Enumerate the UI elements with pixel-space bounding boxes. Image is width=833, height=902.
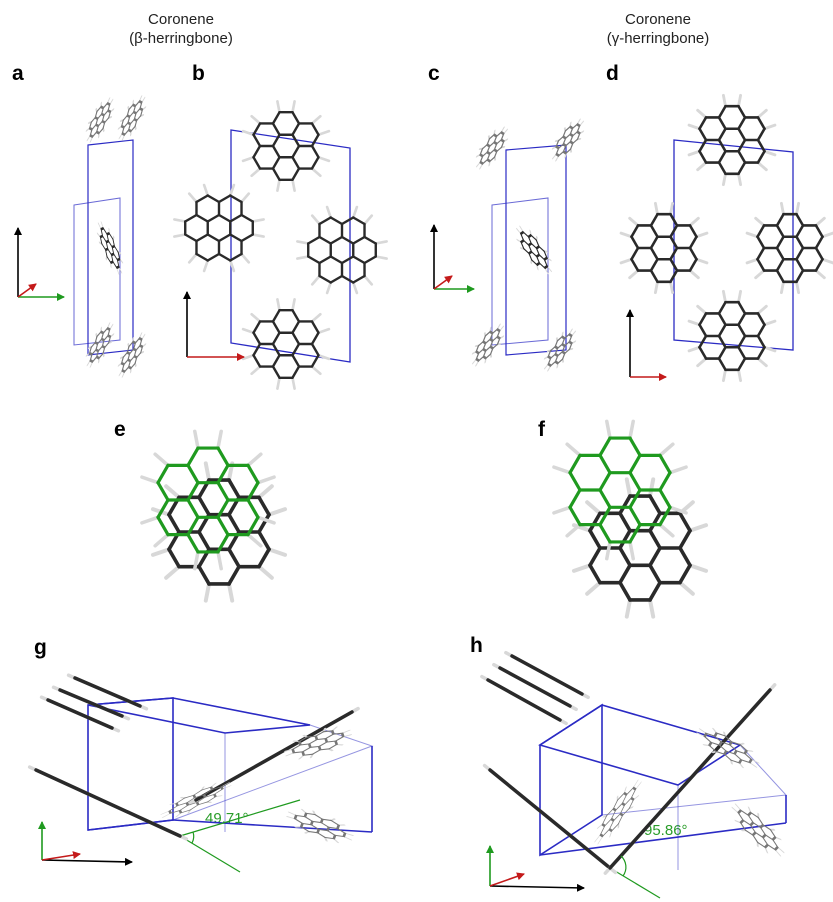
panel-h-cell-left-face bbox=[539, 703, 603, 857]
panel-a-axis-a bbox=[17, 283, 37, 298]
panel-g-angle-ray-1 bbox=[179, 835, 241, 873]
panel-g-stack-molecule-3 bbox=[66, 673, 149, 711]
panel-a-molecule-center bbox=[96, 221, 124, 275]
panel-label-f: f bbox=[538, 418, 545, 441]
panel-b-molecule-top bbox=[241, 100, 331, 192]
title-beta-line2: (β-herringbone) bbox=[129, 30, 233, 47]
panel-f-molecule-lower bbox=[571, 477, 709, 619]
molecule-layer bbox=[27, 93, 833, 875]
title-beta-line1: Coronene bbox=[148, 11, 214, 28]
panel-label-a: a bbox=[12, 62, 24, 85]
panel-g-edge-molecule-left bbox=[27, 765, 189, 841]
panel-g-cell-base bbox=[87, 819, 174, 831]
panel-label-c: c bbox=[428, 62, 440, 85]
panel-b-molecule-bottom bbox=[241, 298, 331, 390]
panel-c-molecule-bottom-right bbox=[543, 328, 577, 372]
panel-f-molecule-upper bbox=[552, 419, 688, 561]
panel-g-edge-molecule-right bbox=[188, 706, 360, 806]
panel-label-h: h bbox=[470, 634, 483, 657]
panel-c-molecule-bottom-left bbox=[471, 323, 505, 367]
panel-d-molecule-right bbox=[745, 201, 833, 295]
panel-d-molecule-left bbox=[619, 201, 709, 295]
panel-h-angle-arc bbox=[620, 855, 627, 877]
panel-c-molecule-top-right bbox=[551, 118, 585, 162]
panel-e-molecule-lower bbox=[150, 461, 288, 603]
panel-g-molecule-far-right bbox=[283, 726, 353, 760]
panel-e-molecule-upper bbox=[140, 429, 276, 571]
panel-g-cell-bottom-edge bbox=[172, 819, 373, 833]
panel-h-molecule-center bbox=[594, 779, 642, 845]
panel-h-edge-molecule-right bbox=[603, 683, 777, 875]
panel-c-unit-cell bbox=[505, 144, 567, 356]
panel-a-molecule-top-right bbox=[117, 95, 147, 141]
panel-c-molecule-top-left bbox=[475, 126, 509, 170]
panel-g-cell-front bbox=[87, 697, 174, 831]
panel-g-molecule-lower-right bbox=[286, 808, 354, 844]
panel-b-molecule-right bbox=[296, 205, 388, 295]
panel-a-molecule-bottom-right bbox=[117, 332, 147, 378]
panel-g-angle-ray-2 bbox=[179, 799, 301, 837]
panel-h-angle-ray-1 bbox=[609, 867, 661, 899]
angle-label-h: 95.86° bbox=[644, 822, 688, 839]
panel-g-axis-c bbox=[41, 857, 133, 866]
title-gamma-line2: (γ-herringbone) bbox=[606, 30, 710, 47]
panel-g-stack-molecule-2 bbox=[51, 685, 131, 721]
panel-h-stack-molecule-2 bbox=[492, 662, 578, 712]
panel-a-molecule-bottom-left bbox=[85, 322, 115, 368]
panel-h-cell-bottom-edge bbox=[539, 822, 787, 856]
unit-cell-layer bbox=[73, 129, 794, 899]
panel-label-d: d bbox=[606, 62, 619, 85]
panel-d-molecule-bottom bbox=[687, 289, 777, 383]
panel-a-unit-cell bbox=[87, 139, 134, 356]
title-gamma-line1: Coronene bbox=[625, 11, 691, 28]
panel-g-axis-a bbox=[41, 851, 81, 861]
panel-g-angle-arc bbox=[191, 831, 195, 844]
panel-g-stack-molecule-1 bbox=[39, 695, 121, 733]
panel-label-b: b bbox=[192, 62, 205, 85]
panel-h-cell-right-face bbox=[601, 704, 788, 816]
panel-h-stack-molecule-1 bbox=[480, 674, 568, 726]
panel-label-e: e bbox=[114, 418, 126, 441]
panel-b-molecule-left bbox=[173, 183, 265, 273]
panel-g-molecule-center bbox=[160, 782, 232, 818]
panel-a-unit-cell-back bbox=[73, 197, 121, 346]
panel-a-molecule-top-left bbox=[85, 97, 115, 143]
panel-h-molecule-far-right bbox=[696, 727, 760, 769]
axis-layer bbox=[14, 224, 667, 892]
panel-c-axis-a bbox=[433, 275, 453, 290]
panel-d-molecule-top bbox=[687, 93, 777, 187]
panel-h-stack-molecule-3 bbox=[504, 650, 590, 700]
panel-label-g: g bbox=[34, 636, 47, 659]
panel-b-unit-cell bbox=[230, 129, 351, 363]
panel-h-axis-a bbox=[489, 872, 525, 887]
panel-h-molecule-lower-right bbox=[731, 803, 785, 857]
panel-c-unit-cell-back bbox=[491, 197, 549, 346]
panel-h-edge-molecule-left bbox=[482, 763, 618, 875]
panel-h-axis-c bbox=[489, 883, 585, 892]
panel-c-molecule-center bbox=[516, 225, 552, 275]
